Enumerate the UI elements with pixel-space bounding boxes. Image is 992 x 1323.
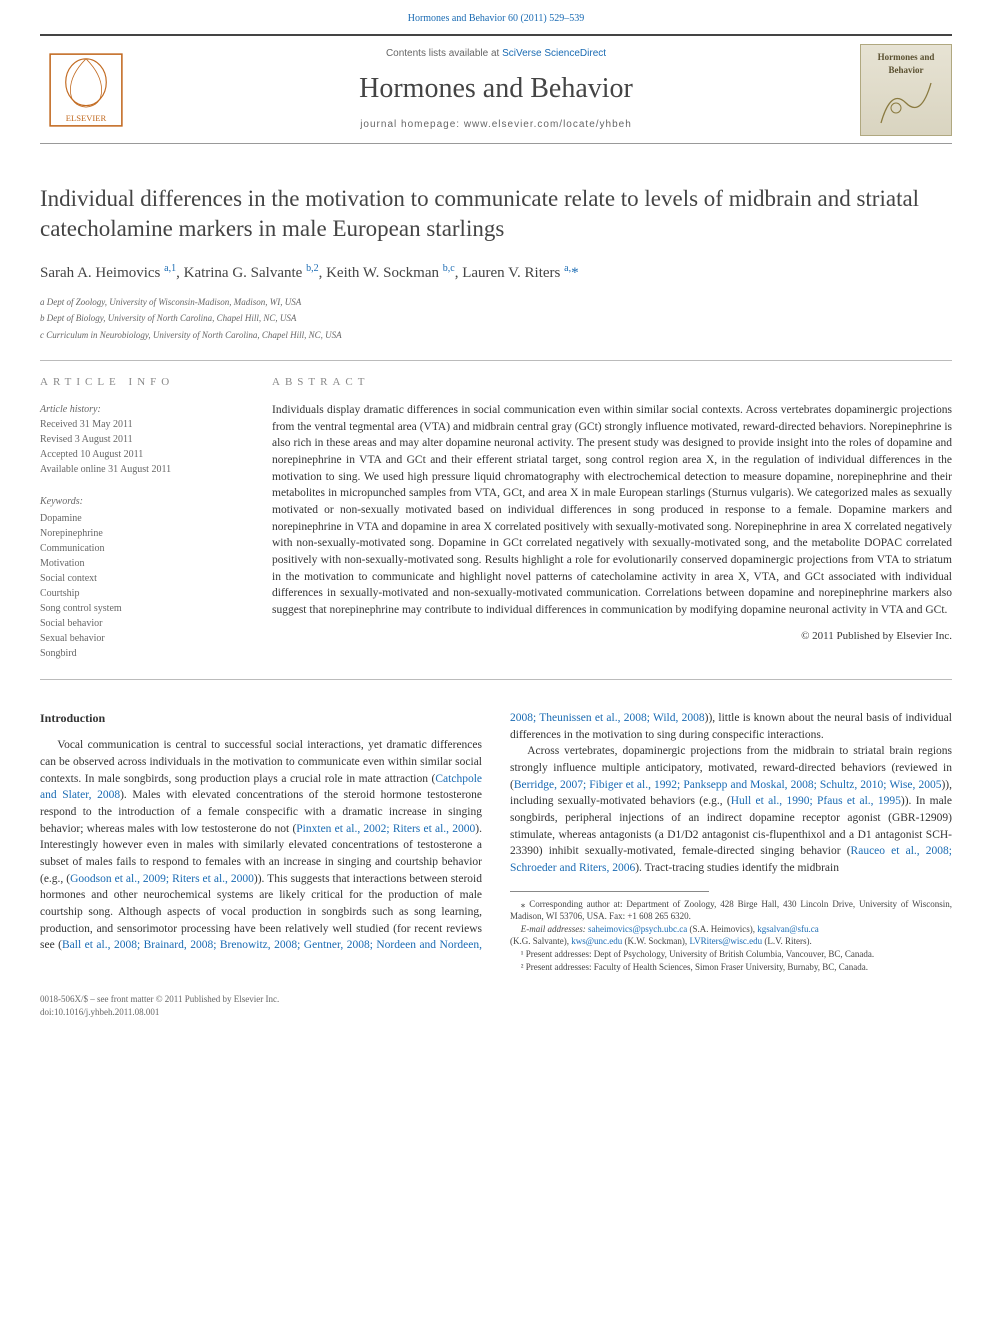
journal-cover-thumb: Hormones and Behavior bbox=[860, 44, 952, 136]
keywords-label: Keywords: bbox=[40, 495, 240, 509]
email-link[interactable]: LVRiters@wisc.edu bbox=[689, 936, 762, 946]
present-address-2: ² Present addresses: Faculty of Health S… bbox=[510, 961, 952, 974]
section-rule bbox=[40, 679, 952, 680]
footnotes: ⁎ Corresponding author at: Department of… bbox=[510, 898, 952, 974]
issn-line: 0018-506X/$ – see front matter © 2011 Pu… bbox=[40, 993, 952, 1006]
keywords: DopamineNorepinephrineCommunicationMotiv… bbox=[40, 511, 240, 661]
abstract-heading: abstract bbox=[272, 375, 952, 390]
journal-banner: ELSEVIER Contents lists available at Sci… bbox=[40, 34, 952, 144]
email-link[interactable]: kws@unc.edu bbox=[571, 936, 622, 946]
authors: Sarah A. Heimovics a,1, Katrina G. Salva… bbox=[40, 262, 952, 284]
affiliation: c Curriculum in Neurobiology, University… bbox=[40, 329, 952, 342]
doi-line: doi:10.1016/j.yhbeh.2011.08.001 bbox=[40, 1006, 952, 1019]
sciencedirect-link[interactable]: SciVerse ScienceDirect bbox=[502, 48, 606, 59]
elsevier-logo: ELSEVIER bbox=[40, 44, 132, 136]
intro-heading: Introduction bbox=[40, 710, 482, 727]
journal-name: Hormones and Behavior bbox=[132, 69, 860, 108]
abstract-text: Individuals display dramatic differences… bbox=[272, 402, 952, 619]
email-link[interactable]: kgsalvan@sfu.ca bbox=[757, 924, 819, 934]
footnote-rule bbox=[510, 891, 709, 892]
copyright: © 2011 Published by Elsevier Inc. bbox=[272, 629, 952, 644]
emails-footnote: E-mail addresses: saheimovics@psych.ubc.… bbox=[510, 923, 952, 948]
top-citation-link[interactable]: Hormones and Behavior 60 (2011) 529–539 bbox=[408, 13, 585, 24]
svg-text:ELSEVIER: ELSEVIER bbox=[66, 113, 107, 123]
journal-homepage: journal homepage: www.elsevier.com/locat… bbox=[132, 118, 860, 132]
corresponding-footnote: ⁎ Corresponding author at: Department of… bbox=[510, 898, 952, 923]
article-title: Individual differences in the motivation… bbox=[40, 184, 952, 244]
affiliation: a Dept of Zoology, University of Wiscons… bbox=[40, 296, 952, 309]
present-address-1: ¹ Present addresses: Dept of Psychology,… bbox=[510, 948, 952, 961]
citation-link[interactable]: Pinxten et al., 2002; Riters et al., 200… bbox=[296, 823, 475, 835]
corresponding-star[interactable]: * bbox=[571, 265, 579, 281]
section-rule bbox=[40, 360, 952, 361]
article-info-heading: article info bbox=[40, 375, 240, 390]
email-link[interactable]: saheimovics@psych.ubc.ca bbox=[588, 924, 687, 934]
page-footer: 0018-506X/$ – see front matter © 2011 Pu… bbox=[40, 993, 952, 1018]
top-citation: Hormones and Behavior 60 (2011) 529–539 bbox=[0, 0, 992, 34]
intro-para-2: Across vertebrates, dopaminergic project… bbox=[510, 743, 952, 876]
affiliation: b Dept of Biology, University of North C… bbox=[40, 312, 952, 325]
citation-link[interactable]: Goodson et al., 2009; Riters et al., 200… bbox=[70, 873, 254, 885]
citation-link[interactable]: Berridge, 2007; Fibiger et al., 1992; Pa… bbox=[514, 779, 942, 791]
citation-link[interactable]: Hull et al., 1990; Pfaus et al., 1995 bbox=[731, 795, 901, 807]
article-history: Article history: Received 31 May 2011Rev… bbox=[40, 402, 240, 477]
contents-line: Contents lists available at SciVerse Sci… bbox=[132, 47, 860, 61]
